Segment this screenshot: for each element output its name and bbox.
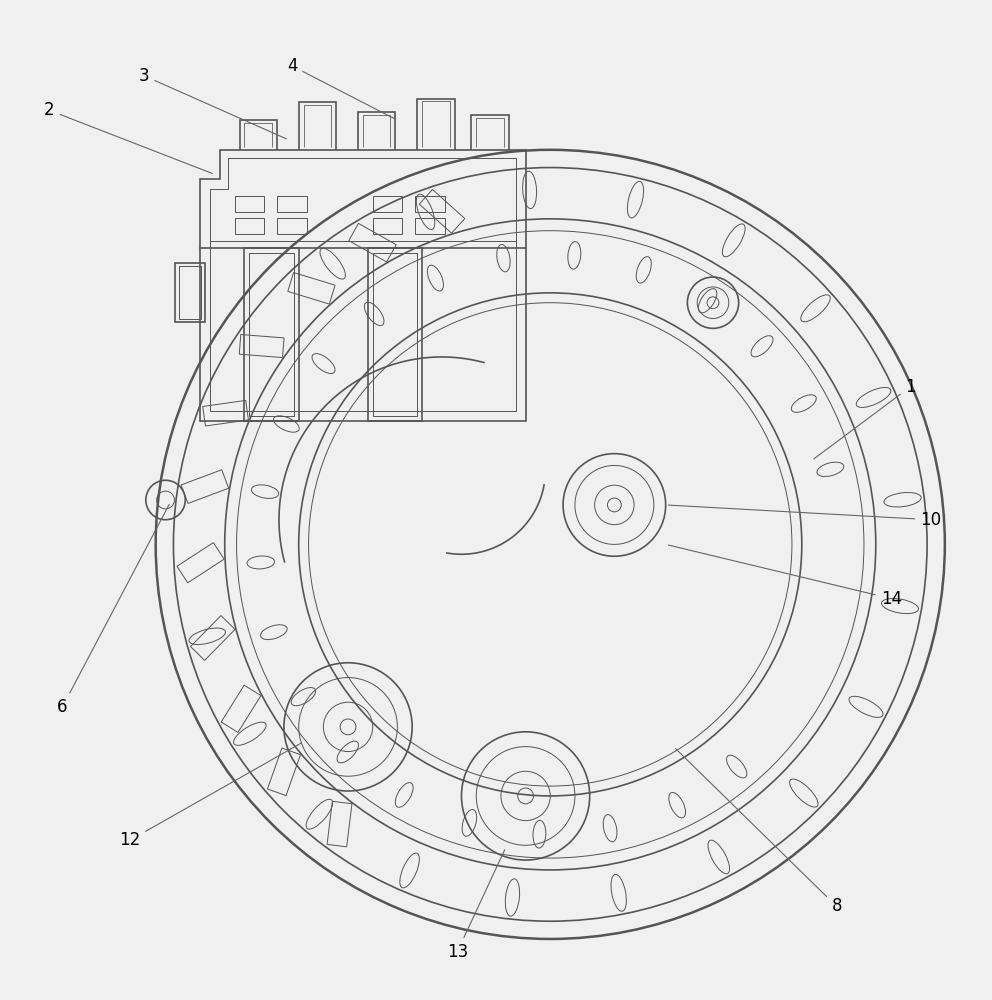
Text: 4: 4 xyxy=(287,57,395,119)
Text: 14: 14 xyxy=(669,545,902,608)
Text: 1: 1 xyxy=(813,378,916,459)
Bar xyxy=(277,196,307,212)
Text: 3: 3 xyxy=(139,67,287,139)
Bar xyxy=(415,218,444,234)
Bar xyxy=(373,253,417,416)
Bar xyxy=(180,266,201,319)
Text: 13: 13 xyxy=(446,850,505,961)
Text: 8: 8 xyxy=(676,749,842,915)
Bar xyxy=(368,248,422,421)
Bar xyxy=(234,218,264,234)
Bar xyxy=(373,196,403,212)
Text: 12: 12 xyxy=(119,743,302,849)
Bar xyxy=(249,253,294,416)
Bar xyxy=(244,248,299,421)
Bar xyxy=(277,218,307,234)
Text: 6: 6 xyxy=(57,504,170,716)
Bar xyxy=(234,196,264,212)
Text: 10: 10 xyxy=(669,505,941,529)
Text: 2: 2 xyxy=(45,101,212,173)
Bar xyxy=(373,218,403,234)
Bar xyxy=(176,263,205,322)
Bar xyxy=(415,196,444,212)
